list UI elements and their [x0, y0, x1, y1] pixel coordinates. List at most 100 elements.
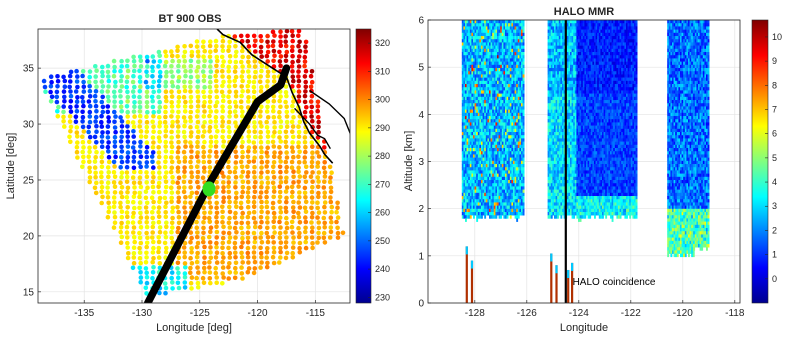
bt-dot [107, 205, 112, 210]
bt-dot [303, 100, 308, 105]
bt-dot [151, 114, 156, 119]
bt-dot [169, 114, 174, 119]
bt-dot [272, 185, 277, 190]
bt-dot [322, 195, 327, 200]
bt-dot [106, 99, 111, 104]
bt-dot [259, 220, 264, 225]
bt-dot [68, 105, 73, 110]
bt-dot [290, 225, 295, 230]
bt-dot [157, 50, 162, 55]
bt-dot [246, 205, 251, 210]
bt-dot [163, 210, 168, 215]
bt-dot [74, 69, 79, 74]
bt-dot [227, 261, 232, 266]
bt-dot [258, 79, 263, 84]
bt-dot [297, 160, 302, 165]
bt-dot [290, 109, 295, 114]
bt-dot [303, 145, 308, 150]
bt-dot [75, 140, 80, 145]
bt-dot [55, 90, 60, 95]
bt-dot [169, 236, 174, 241]
bt-dot [69, 109, 74, 114]
bt-dot [113, 80, 118, 85]
bt-dot [157, 200, 162, 205]
bt-dot [195, 140, 200, 145]
bt-dot [265, 145, 270, 150]
bt-dot [266, 115, 271, 120]
bt-dot [240, 140, 245, 145]
bt-dot [215, 69, 220, 74]
bt-dot [137, 95, 142, 100]
bt-dot [164, 129, 169, 134]
bt-dot [252, 140, 257, 145]
bt-dot [303, 140, 308, 145]
mmr-cell [523, 206, 525, 210]
bt-dot [137, 124, 142, 129]
bt-dot [88, 110, 93, 115]
bt-dot [94, 124, 99, 129]
bt-dot [151, 250, 156, 255]
bt-dot [252, 231, 257, 236]
bt-dot [151, 135, 156, 140]
bt-dot [94, 181, 99, 186]
bt-dot [119, 64, 124, 69]
bt-dot [183, 271, 188, 276]
bt-dot [297, 231, 302, 236]
bt-dot [290, 160, 295, 165]
bt-dot [164, 180, 169, 185]
bt-dot [284, 144, 289, 149]
bt-dot [258, 120, 263, 125]
left-xlabel: Longitude [deg] [156, 322, 232, 334]
mmr-cell [523, 142, 525, 146]
bt-dot [63, 84, 68, 89]
bt-dot [277, 145, 282, 150]
bt-dot [118, 94, 123, 99]
bt-dot [233, 109, 238, 114]
bt-dot [182, 205, 187, 210]
bt-dot [259, 251, 264, 256]
bt-dot [151, 270, 156, 275]
bt-dot [176, 124, 181, 129]
bt-dot [234, 75, 239, 80]
bt-dot [315, 200, 320, 205]
bt-dot [214, 280, 219, 285]
bt-dot [195, 225, 200, 230]
bt-dot [177, 75, 182, 80]
bt-dot [221, 99, 226, 104]
bt-dot [284, 135, 289, 140]
bt-dot [252, 250, 257, 255]
mmr-cell [523, 151, 525, 155]
bt-dot [145, 74, 150, 79]
bt-dot [55, 84, 60, 89]
bt-dot [247, 74, 252, 79]
bt-dot [272, 150, 277, 155]
mmr-cell [523, 190, 525, 194]
bt-dot [240, 211, 245, 216]
bt-dot [171, 180, 176, 185]
bt-dot [227, 100, 232, 105]
bt-dot [278, 59, 283, 64]
bt-dot [207, 200, 212, 205]
bt-dot [190, 175, 195, 180]
bt-dot [151, 110, 156, 115]
bt-dot [259, 260, 264, 265]
bt-dot [214, 84, 219, 89]
bt-dot [69, 94, 74, 99]
bt-dot [80, 110, 85, 115]
bt-dot [125, 114, 130, 119]
bt-dot [220, 115, 225, 120]
mmr-cell [523, 39, 525, 43]
bt-dot [272, 144, 277, 149]
bt-dot [310, 246, 315, 251]
bt-dot [113, 84, 118, 89]
bt-dot [201, 154, 206, 159]
mmr-cell [500, 215, 502, 219]
bt-dot [144, 189, 149, 194]
bt-dot [208, 119, 213, 124]
bt-dot [221, 80, 226, 85]
bt-dot [144, 180, 149, 185]
bt-dot [196, 49, 201, 54]
bt-dot [245, 164, 250, 169]
bt-dot [328, 175, 333, 180]
bt-dot [157, 135, 162, 140]
